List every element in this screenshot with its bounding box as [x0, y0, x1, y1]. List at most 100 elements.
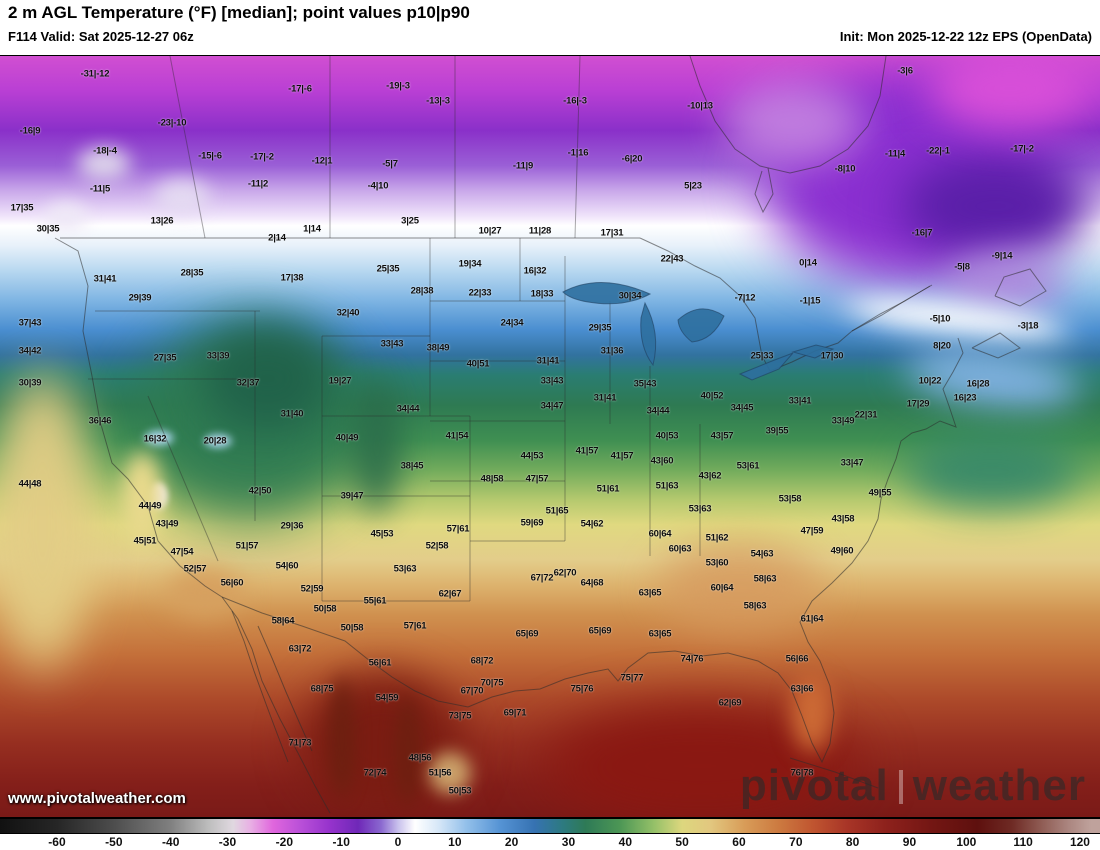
- station-value: 48|58: [480, 473, 504, 485]
- station-value: 44|48: [18, 478, 42, 490]
- station-value: -8|10: [834, 163, 856, 175]
- station-value: 31|41: [93, 273, 117, 285]
- basin-cold-pocket: [198, 431, 238, 451]
- station-value: 35|43: [633, 378, 657, 390]
- temperature-shading-layer: [0, 56, 1100, 817]
- station-value: 54|63: [750, 548, 774, 560]
- station-value: 51|57: [235, 540, 259, 552]
- coast-range-cold-spot: [32, 194, 100, 240]
- hudson-bay-shading: [685, 61, 900, 186]
- station-value: 75|76: [570, 683, 594, 695]
- station-value: -3|18: [1017, 320, 1039, 332]
- station-value: 34|44: [396, 403, 420, 415]
- station-value: 22|31: [854, 409, 878, 421]
- colorbar-tick-label: -30: [218, 835, 237, 849]
- station-value: 28|38: [410, 285, 434, 297]
- station-value: 33|41: [788, 395, 812, 407]
- station-value: 2|14: [268, 232, 286, 244]
- station-value: 58|63: [753, 573, 777, 585]
- station-value: 67|70: [460, 685, 484, 697]
- station-value: -1|15: [799, 295, 821, 307]
- station-value: 51|56: [428, 767, 452, 779]
- station-value: 53|63: [393, 563, 417, 575]
- bc-mountain-cold-spot: [138, 168, 226, 226]
- station-value: 47|59: [800, 525, 824, 537]
- station-value: 17|38: [280, 272, 304, 284]
- station-value: 40|51: [466, 358, 490, 370]
- station-value: 43|57: [710, 430, 734, 442]
- station-value: 18|33: [530, 288, 554, 300]
- station-value: 16|23: [953, 392, 977, 404]
- great-basin-cold-core: [165, 296, 370, 461]
- station-value: -11|9: [512, 160, 534, 172]
- sierra-madre-oriental-shading: [388, 666, 428, 817]
- colorbar-ticks: -60 -50 -40 -30 -20 -10 0 10 20 30 40 50 60 70 80 90 100…: [0, 834, 1100, 850]
- station-layer: -31|-12 -17|-6 -19|-3 -13|-3 -16|-3 -10|13 -3|…: [0, 56, 1100, 817]
- pivotalweather-watermark: pivotal weather: [740, 761, 1086, 811]
- bc-mountain-cold-spot: [62, 138, 146, 190]
- station-value: 19|34: [458, 258, 482, 270]
- station-value: 43|49: [155, 518, 179, 530]
- colorbar-tick-label: -50: [105, 835, 123, 849]
- station-value: 50|53: [448, 785, 472, 797]
- station-value: 64|68: [580, 577, 604, 589]
- station-value: 60|64: [648, 528, 672, 540]
- station-value: 25|35: [376, 263, 400, 275]
- station-value: 19|27: [328, 375, 352, 387]
- station-value: -17|-2: [250, 151, 274, 163]
- colorbar-tick-label: -40: [162, 835, 180, 849]
- station-value: 76|78: [790, 767, 814, 779]
- atlantic-teal-band: [860, 414, 1100, 529]
- station-value: 24|34: [500, 317, 524, 329]
- station-value: 5|23: [684, 180, 702, 192]
- colorbar-gradient: [0, 818, 1100, 834]
- station-value: 31|40: [280, 408, 304, 420]
- station-value: 29|36: [280, 520, 304, 532]
- station-value: 16|32: [143, 433, 167, 445]
- station-value: 68|75: [310, 683, 334, 695]
- station-value: 63|66: [790, 683, 814, 695]
- station-value: 49|55: [868, 487, 892, 499]
- station-value: 0|14: [799, 257, 817, 269]
- station-value: 45|53: [370, 528, 394, 540]
- station-value: 13|26: [150, 215, 174, 227]
- station-value: 54|60: [275, 560, 299, 572]
- southeast-warm-region: [612, 518, 867, 658]
- colorbar-tick-label: 110: [1013, 835, 1033, 849]
- map-canvas: -31|-12 -17|-6 -19|-3 -13|-3 -16|-3 -10|13 -3|…: [0, 55, 1100, 818]
- station-value: -31|-12: [80, 68, 110, 80]
- station-value: -23|-10: [157, 117, 187, 129]
- florida-warm-region: [780, 654, 844, 772]
- station-value: 30|39: [18, 377, 42, 389]
- station-value: -16|9: [19, 125, 41, 137]
- station-value: 16|32: [523, 265, 547, 277]
- station-value: 17|31: [600, 227, 624, 239]
- colorbar: -60 -50 -40 -30 -20 -10 0 10 20 30 40 50 60 70 80 90 100…: [0, 818, 1100, 850]
- station-value: 73|75: [448, 710, 472, 722]
- station-value: 32|40: [336, 307, 360, 319]
- colorbar-tick-label: 40: [618, 835, 633, 849]
- station-value: 39|47: [340, 490, 364, 502]
- colorbar-tick-label: 10: [448, 835, 462, 849]
- station-value: 11|28: [528, 225, 552, 237]
- station-value: 56|66: [785, 653, 809, 665]
- station-value: 33|47: [840, 457, 864, 469]
- station-value: 51|61: [596, 483, 620, 495]
- station-value: 3|25: [401, 215, 419, 227]
- station-value: 38|49: [426, 342, 450, 354]
- colorbar-tick-label: 30: [561, 835, 576, 849]
- station-value: 54|62: [580, 518, 604, 530]
- station-value: 74|76: [680, 653, 704, 665]
- sierra-madre-occidental-shading: [322, 648, 362, 817]
- station-value: 16|28: [966, 378, 990, 390]
- station-value: 44|49: [138, 500, 162, 512]
- station-value: 56|61: [368, 657, 392, 669]
- station-value: 33|39: [206, 350, 230, 362]
- station-value: 40|49: [335, 432, 359, 444]
- station-value: 43|62: [698, 470, 722, 482]
- station-value: -22|-1: [926, 145, 950, 157]
- station-value: 34|42: [18, 345, 42, 357]
- station-value: -18|-4: [93, 145, 117, 157]
- colorbar-tick-label: -20: [275, 835, 294, 849]
- station-value: 41|57: [610, 450, 634, 462]
